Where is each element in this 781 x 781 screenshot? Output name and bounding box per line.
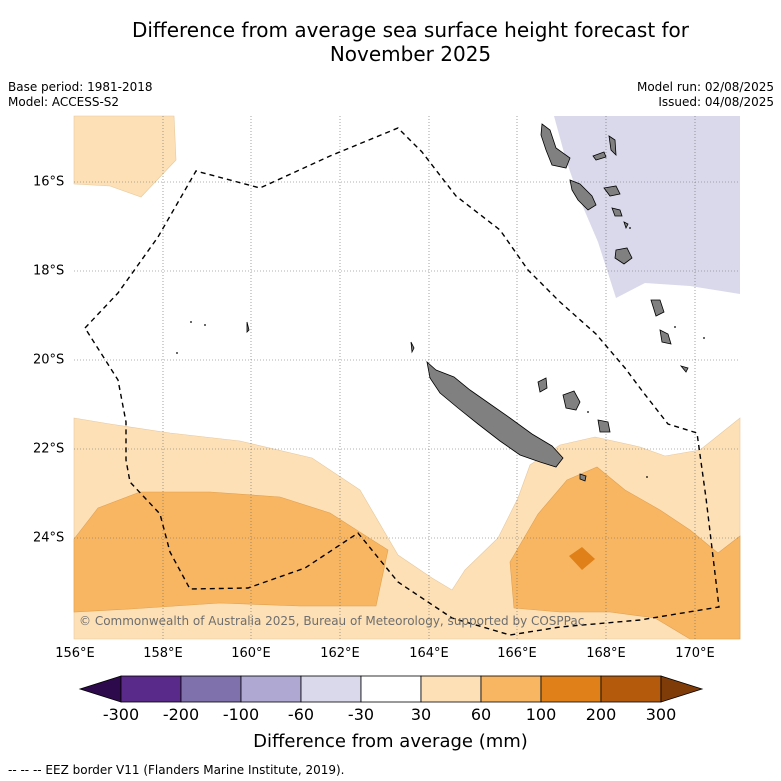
anomaly-60-100-east bbox=[509, 466, 741, 640]
title-line-1: Difference from average sea surface heig… bbox=[131, 18, 690, 42]
colorbar-tick-label: 60 bbox=[470, 705, 492, 724]
colorbar-tick-label: -60 bbox=[287, 705, 315, 724]
vanuatu-ambrym bbox=[603, 185, 621, 197]
x-tick-label: 168°E bbox=[586, 646, 626, 661]
colorbar-extend-high bbox=[660, 675, 704, 703]
colorbar-tick-label: -200 bbox=[162, 705, 200, 724]
vanuatu-efate bbox=[614, 247, 633, 265]
loyalty-island-2 bbox=[562, 390, 581, 411]
walpole-island bbox=[579, 473, 587, 482]
y-tick-label: 20°S bbox=[33, 352, 65, 368]
meta-left: Base period: 1981-2018 Model: ACCESS-S2 bbox=[8, 80, 153, 110]
model-run-label: Model run: 02/08/2025 bbox=[636, 80, 774, 94]
colorbar-extend-low bbox=[78, 675, 122, 703]
vanuatu-erromango bbox=[650, 299, 665, 317]
meta-right: Model run: 02/08/2025 Issued: 04/08/2025 bbox=[637, 80, 774, 110]
colorbar-tick-label: -100 bbox=[222, 705, 260, 724]
islets bbox=[176, 227, 705, 478]
land-masses bbox=[246, 123, 689, 482]
new-caledonia-grande-terre bbox=[426, 360, 564, 468]
anomaly-100-200 bbox=[569, 547, 595, 570]
y-tick-label: 16°S bbox=[33, 174, 65, 190]
model-label: Model: ACCESS-S2 bbox=[8, 95, 120, 109]
anomaly-shading bbox=[73, 115, 741, 640]
y-tick-label: 24°S bbox=[33, 530, 65, 546]
anomaly-neg-30-60 bbox=[554, 116, 740, 298]
x-tick-label: 166°E bbox=[497, 646, 537, 661]
chesterfield-island bbox=[246, 321, 250, 333]
base-period-label: Base period: 1981-2018 bbox=[8, 80, 153, 94]
anomaly-30-60-north bbox=[73, 115, 177, 198]
colorbar-tick-label: 30 bbox=[410, 705, 432, 724]
colorbar-tick-label: 300 bbox=[645, 705, 677, 724]
x-tick-label: 170°E bbox=[675, 646, 715, 661]
vanuatu-pentecost bbox=[608, 135, 617, 157]
belep-islands bbox=[410, 341, 415, 354]
y-tick-label: 22°S bbox=[33, 441, 65, 457]
x-tick-label: 158°E bbox=[143, 646, 183, 661]
colorbar-tick-label: 200 bbox=[585, 705, 617, 724]
loyalty-island-1 bbox=[537, 377, 548, 393]
eez-footnote: -- -- -- EEZ border V11 (Flanders Marine… bbox=[8, 763, 345, 777]
vanuatu-tanna bbox=[659, 329, 672, 345]
x-tick-label: 164°E bbox=[409, 646, 449, 661]
figure-title: Difference from average sea surface heig… bbox=[0, 18, 781, 66]
vanuatu-aneityum bbox=[679, 365, 689, 373]
colorbar-title: Difference from average (mm) bbox=[253, 731, 528, 752]
vanuatu-epi bbox=[611, 207, 623, 217]
y-tick-label: 18°S bbox=[33, 263, 65, 279]
x-tick-label: 156°E bbox=[55, 646, 95, 661]
title-line-2: November 2025 bbox=[329, 42, 492, 66]
vanuatu-shepherd bbox=[623, 221, 629, 230]
issued-label: Issued: 04/08/2025 bbox=[658, 95, 774, 109]
colorbar-tick-label: -300 bbox=[102, 705, 140, 724]
vanuatu-espiritu-santo bbox=[540, 123, 571, 169]
colorbar-tick-label: 100 bbox=[525, 705, 557, 724]
vanuatu-ambae bbox=[592, 151, 607, 161]
colorbar-tick-label: -30 bbox=[347, 705, 375, 724]
colorbar bbox=[78, 675, 704, 703]
vanuatu-malekula bbox=[569, 179, 597, 211]
x-tick-label: 160°E bbox=[231, 646, 271, 661]
x-tick-label: 162°E bbox=[320, 646, 360, 661]
copyright-notice: © Commonwealth of Australia 2025, Bureau… bbox=[79, 614, 585, 628]
gridlines bbox=[74, 116, 740, 639]
loyalty-island-3 bbox=[597, 419, 611, 433]
